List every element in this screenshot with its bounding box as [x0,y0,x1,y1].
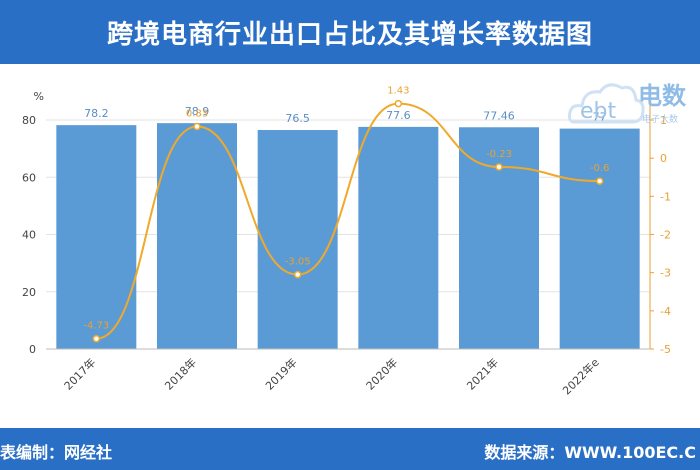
bar [257,130,338,349]
x-tick-label: 2022年e [560,355,602,397]
bar-value-label: 78.9 [185,105,210,118]
right-tick-label: -4 [660,305,671,318]
growth-point [394,99,403,108]
line-labels: -4.73 0.83 -3.05 1.43 -0.23 -0.6 [83,86,609,332]
bar-value-label: 76.5 [285,112,310,125]
left-axis-unit: % [34,90,44,103]
gridlines [46,119,650,350]
combo-chart: 78.2 78.9 76.5 77.6 77.46 77 -4.73 0.83 -3.05 1.… [22,86,671,398]
logo-letters: ebt [580,99,617,124]
bar-value-label: 77.46 [483,109,515,122]
footer: 表编制：网经社 数据来源：WWW.100EC.C [0,428,700,470]
brand-logo: ebt 电数 电子大数 [566,70,700,130]
right-axis: 1 0 -1 -2 -3 -4 -5 [649,104,671,356]
x-tick-label: 2019年 [262,355,299,392]
logo-text: 电数 [638,82,687,110]
right-tick-label: 1 [660,114,667,127]
left-tick-label: 60 [22,171,36,184]
cloud-icon [568,83,645,124]
left-tick-label: 0 [29,343,36,356]
chart-area: 78.2 78.9 76.5 77.6 77.46 77 -4.73 0.83 -3.05 1.… [0,64,700,428]
growth-value-label: -0.6 [590,163,610,174]
growth-value-label: 1.43 [387,86,409,97]
right-tick-label: -2 [660,229,671,242]
growth-point [193,122,201,131]
growth-point [495,163,503,171]
left-tick-label: 20 [22,286,36,299]
bar [358,126,439,349]
x-tick-label: 2018年 [162,355,199,392]
growth-point [92,334,101,343]
x-tick-label: 2021年 [464,355,501,392]
bar [559,128,640,349]
bar-value-label: 77 [593,111,607,124]
right-tick-label: 0 [660,152,667,165]
left-tick-label: 80 [22,114,36,127]
x-axis: 2017年 2018年 2019年 2020年 2021年 2022年e [46,348,650,397]
bar-series [56,123,640,350]
line-series [92,99,604,343]
logo-subtext: 电子大数 [642,113,678,125]
growth-point [595,177,604,185]
bar [459,127,539,349]
bar-labels: 78.2 78.9 76.5 77.6 77.46 77 [84,105,607,125]
footer-source: 数据来源：WWW.100EC.C [484,443,696,462]
growth-value-label: 0.83 [186,108,208,119]
growth-value-label: -3.05 [285,257,311,268]
bar-value-label: 77.6 [386,109,411,122]
bar [157,123,237,350]
growth-point [293,270,302,279]
footer-editor: 表编制：网经社 [0,443,113,462]
bar [56,125,137,349]
growth-value-label: -0.23 [486,149,512,160]
x-tick-label: 2017年 [61,355,98,392]
x-tick-label: 2020年 [363,355,400,392]
right-tick-label: -5 [660,343,671,356]
right-tick-label: -1 [660,190,671,203]
right-tick-label: -3 [660,267,671,280]
chart-title: 跨境电商行业出口占比及其增长率数据图 [0,0,700,64]
left-axis: 0 20 40 60 80% [22,90,44,356]
bar-value-label: 78.2 [84,107,109,120]
left-tick-label: 40 [22,229,36,242]
growth-value-label: -4.73 [83,321,109,332]
